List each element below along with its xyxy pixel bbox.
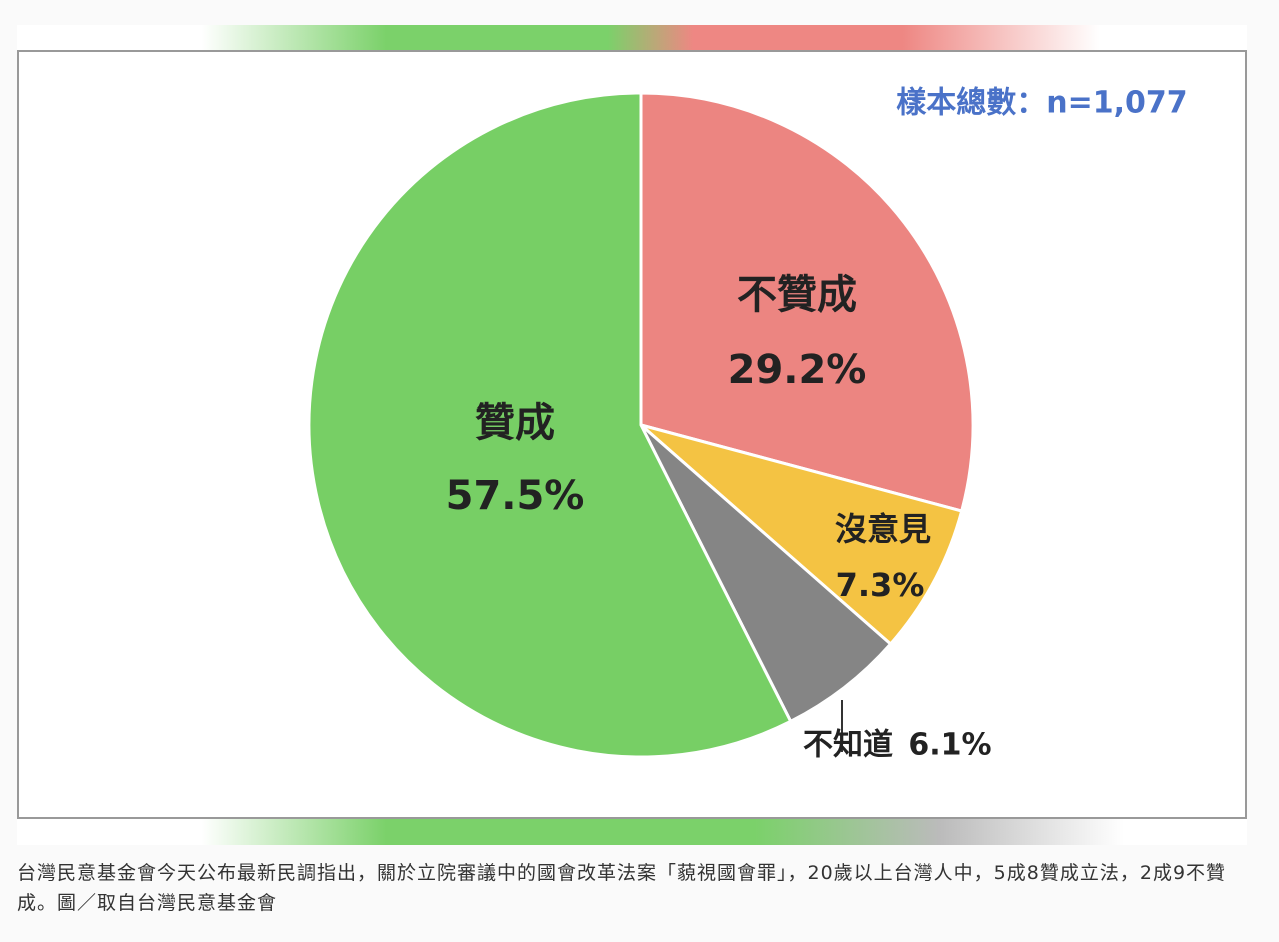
value-label: 6.1% [908, 728, 991, 763]
slice-label: 贊成 [475, 400, 555, 446]
pie-slice [307, 91, 793, 759]
bottom-bar [17, 818, 1247, 845]
chart: 樣本總數：n=1,077 不贊成 29.2% 沒意見 7.3% 不知道 6.1% 贊成 57.… [17, 25, 1247, 845]
slice-label: 不知道 [803, 728, 893, 763]
pie-slice [639, 91, 975, 513]
caption: 台灣民意基金會今天公布最新民調指出，關於立院審議中的國會改革法案「藐視國會罪」，… [17, 862, 1227, 914]
value-label: 29.2% [728, 347, 867, 393]
sample-size: 樣本總數：n=1,077 [896, 86, 1187, 121]
slice-label: 沒意見 [835, 510, 931, 548]
value-label: 7.3% [836, 566, 925, 604]
slice-label: 不贊成 [737, 272, 857, 318]
pie-slice [639, 423, 893, 724]
top-bar [17, 25, 1247, 51]
pie-slice [640, 423, 964, 647]
pie [307, 91, 975, 759]
value-label: 57.5% [446, 473, 585, 519]
